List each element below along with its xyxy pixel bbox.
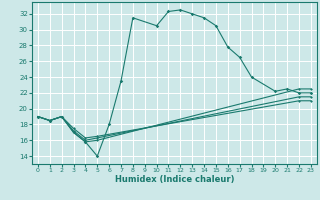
X-axis label: Humidex (Indice chaleur): Humidex (Indice chaleur) bbox=[115, 175, 234, 184]
